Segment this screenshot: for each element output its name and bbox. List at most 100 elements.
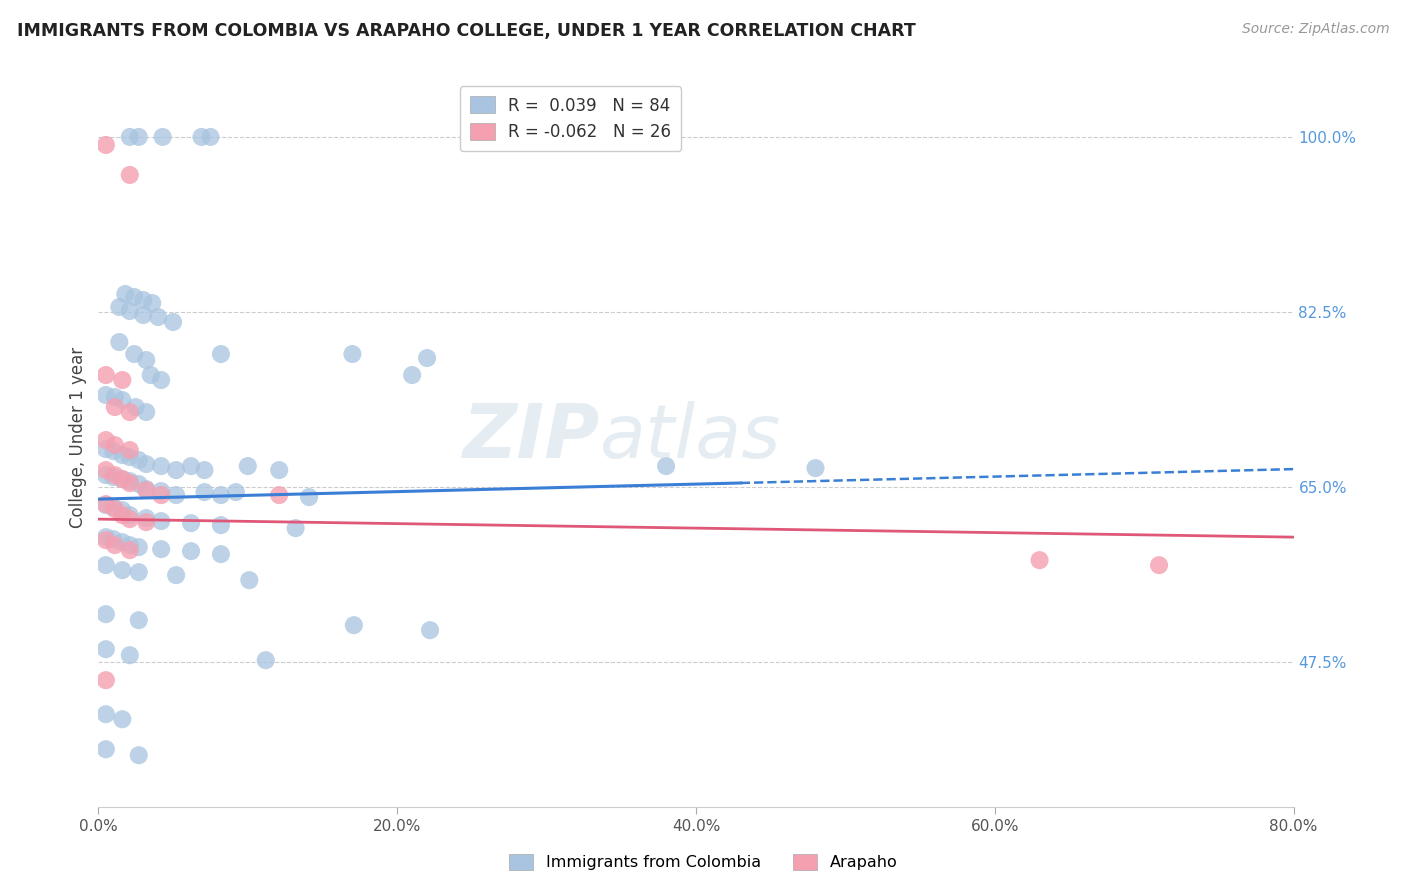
Point	[128, 540, 150, 554]
Point	[165, 463, 187, 477]
Point	[342, 347, 364, 361]
Point	[111, 392, 134, 407]
Point	[225, 485, 247, 500]
Point	[135, 483, 157, 497]
Point	[104, 538, 127, 552]
Point	[94, 742, 117, 756]
Point	[180, 459, 202, 474]
Point	[128, 613, 150, 627]
Legend: Immigrants from Colombia, Arapaho: Immigrants from Colombia, Arapaho	[502, 847, 904, 877]
Point	[343, 618, 366, 632]
Point	[419, 623, 441, 637]
Point	[103, 470, 125, 484]
Point	[94, 368, 117, 382]
Point	[94, 498, 117, 512]
Point	[150, 484, 173, 499]
Point	[108, 334, 131, 349]
Point	[125, 400, 148, 414]
Point	[118, 130, 141, 145]
Point	[94, 388, 117, 402]
Point	[104, 438, 127, 452]
Point	[150, 542, 173, 557]
Point	[150, 514, 173, 528]
Point	[114, 287, 136, 301]
Point	[94, 463, 117, 477]
Point	[401, 368, 423, 382]
Point	[94, 673, 117, 688]
Point	[298, 490, 321, 504]
Point	[104, 502, 127, 516]
Point	[94, 433, 117, 447]
Point	[132, 308, 155, 322]
Point	[118, 443, 141, 458]
Point	[111, 503, 134, 517]
Point	[150, 373, 173, 387]
Point	[162, 315, 184, 329]
Point	[118, 304, 141, 318]
Point	[118, 508, 141, 522]
Point	[152, 130, 174, 145]
Point	[804, 461, 827, 475]
Point	[108, 300, 131, 314]
Point	[94, 707, 117, 722]
Point	[209, 518, 232, 533]
Point	[150, 488, 173, 502]
Point	[135, 511, 157, 525]
Point	[118, 648, 141, 663]
Point	[236, 459, 259, 474]
Point	[111, 535, 134, 549]
Point	[104, 400, 127, 414]
Point	[180, 516, 202, 530]
Point	[139, 368, 162, 382]
Point	[284, 521, 307, 535]
Point	[94, 530, 117, 544]
Point	[111, 508, 134, 522]
Point	[103, 444, 125, 458]
Point	[141, 296, 163, 310]
Point	[148, 310, 170, 324]
Point	[193, 485, 215, 500]
Y-axis label: College, Under 1 year: College, Under 1 year	[69, 346, 87, 528]
Point	[135, 457, 157, 471]
Point	[118, 474, 141, 488]
Point	[209, 488, 232, 502]
Point	[111, 563, 134, 577]
Point	[94, 607, 117, 622]
Point	[128, 130, 150, 145]
Text: Source: ZipAtlas.com: Source: ZipAtlas.com	[1241, 22, 1389, 37]
Point	[1028, 553, 1050, 567]
Point	[416, 351, 439, 365]
Point	[254, 653, 277, 667]
Point	[209, 547, 232, 561]
Point	[111, 472, 134, 486]
Point	[128, 748, 150, 763]
Point	[124, 347, 146, 361]
Point	[180, 544, 202, 558]
Point	[118, 450, 141, 464]
Point	[111, 712, 134, 726]
Point	[118, 543, 141, 558]
Point	[209, 347, 232, 361]
Point	[118, 538, 141, 552]
Point	[111, 373, 134, 387]
Point	[165, 488, 187, 502]
Point	[135, 482, 157, 496]
Point	[200, 130, 222, 145]
Point	[135, 353, 157, 368]
Point	[128, 565, 150, 579]
Point	[94, 642, 117, 657]
Point	[128, 477, 150, 491]
Point	[135, 405, 157, 419]
Point	[655, 459, 678, 474]
Point	[193, 463, 215, 477]
Point	[124, 290, 146, 304]
Point	[128, 453, 150, 467]
Point	[94, 468, 117, 483]
Point	[118, 476, 141, 491]
Point	[118, 168, 141, 182]
Point	[190, 130, 212, 145]
Point	[94, 442, 117, 456]
Point	[150, 459, 173, 474]
Point	[118, 405, 141, 419]
Text: atlas: atlas	[600, 401, 782, 473]
